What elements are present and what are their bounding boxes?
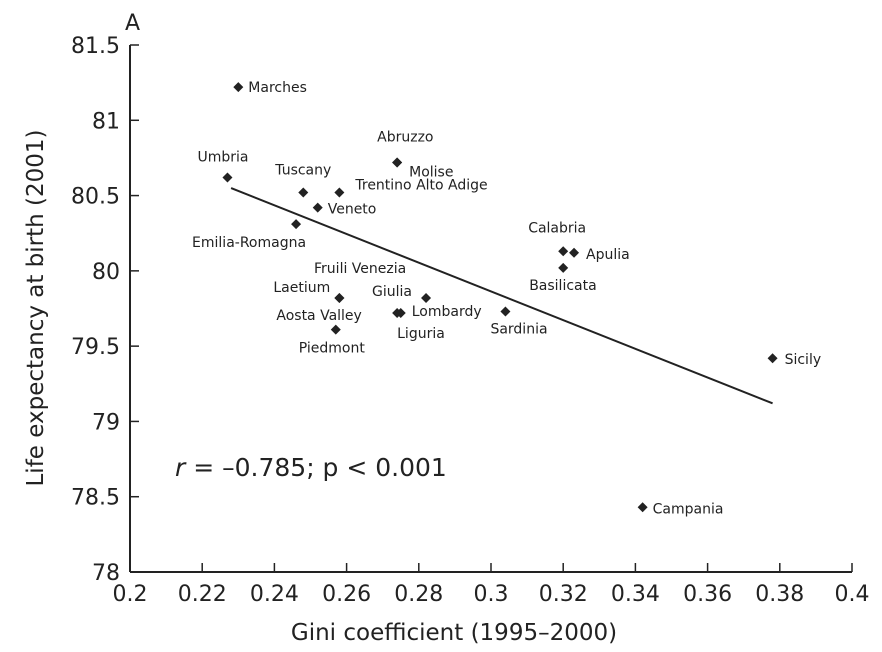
- y-tick-label: 79.5: [71, 335, 120, 360]
- data-point: [392, 308, 403, 319]
- point-label: Lombardy: [412, 304, 482, 320]
- y-tick-label: 78.5: [71, 486, 120, 511]
- y-tick-label: 80: [92, 260, 120, 285]
- point-label: Tuscany: [274, 163, 331, 179]
- data-point: [569, 247, 580, 258]
- point-label: Calabria: [528, 220, 586, 236]
- data-point: [637, 502, 648, 513]
- point-label: Umbria: [197, 150, 248, 166]
- data-point: [222, 172, 233, 183]
- data-point: [330, 324, 341, 335]
- point-label: Piedmont: [299, 341, 366, 357]
- point-label: Trentino Alto Adige: [354, 178, 487, 194]
- data-point: [334, 187, 345, 198]
- x-axis-title: Gini coefficient (1995–2000): [291, 620, 617, 646]
- x-tick-label: 0.24: [250, 582, 299, 607]
- x-tick-label: 0.22: [178, 582, 227, 607]
- panel-letter: A: [125, 11, 140, 36]
- data-point: [392, 157, 403, 168]
- x-tick-label: 0.28: [394, 582, 443, 607]
- point-label: Apulia: [586, 247, 630, 263]
- point-label: Aosta Valley: [276, 308, 361, 324]
- data-point: [421, 292, 432, 303]
- point-label: Sicily: [785, 352, 822, 368]
- y-tick-label: 79: [92, 410, 120, 435]
- regression-line: [230, 187, 773, 405]
- y-axis-title: Life expectancy at birth (2001): [23, 129, 49, 486]
- correlation-text: = –0.785; p < 0.001: [185, 453, 447, 482]
- x-tick-label: 0.3: [474, 582, 509, 607]
- point-label: Laetium: [273, 280, 330, 296]
- y-tick-label: 81.5: [71, 34, 120, 59]
- point-label: Campania: [653, 501, 724, 517]
- labels-layer: Marches Umbria Tuscany Veneto Emilia-Romagna…: [192, 80, 821, 517]
- axes: [129, 45, 852, 573]
- x-tick-label: 0.2: [113, 582, 148, 607]
- point-label: Fruili Venezia: [314, 261, 406, 277]
- point-label: Basilicata: [529, 278, 597, 294]
- data-point: [298, 187, 309, 198]
- x-tick-label: 0.32: [539, 582, 588, 607]
- x-tick-label: 0.36: [683, 582, 732, 607]
- point-label: Abruzzo: [377, 129, 433, 145]
- x-tick-label: 0.34: [611, 582, 660, 607]
- data-point: [767, 353, 778, 364]
- point-label: Emilia-Romagna: [192, 235, 306, 251]
- x-tick-label: 0.38: [755, 582, 804, 607]
- y-tick-label: 81: [92, 109, 120, 134]
- data-point: [233, 82, 244, 93]
- point-label: Sardinia: [490, 322, 547, 338]
- point-label: Marches: [248, 80, 307, 96]
- data-point: [558, 246, 569, 257]
- x-tick-label: 0.4: [835, 582, 870, 607]
- r-symbol: r: [175, 453, 187, 482]
- ticks: 0.2 0.22 0.24 0.26 0.28 0.3 0.32 0.34 0.36 0.38 0.…: [71, 34, 869, 607]
- y-tick-label: 78: [92, 561, 120, 586]
- points-layer: [222, 82, 778, 513]
- correlation-annotation: r = –0.785; p < 0.001: [175, 453, 447, 482]
- point-label: Molise: [409, 164, 453, 180]
- data-point: [312, 202, 323, 213]
- x-tick-label: 0.26: [322, 582, 371, 607]
- point-label: Giulia: [372, 284, 412, 300]
- fit-layer: [230, 187, 773, 405]
- point-label: Veneto: [328, 202, 377, 218]
- data-point: [334, 292, 345, 303]
- data-point: [558, 262, 569, 273]
- point-label: Liguria: [397, 326, 445, 342]
- y-tick-label: 80.5: [71, 185, 120, 210]
- data-point: [500, 306, 511, 317]
- data-point: [291, 219, 302, 230]
